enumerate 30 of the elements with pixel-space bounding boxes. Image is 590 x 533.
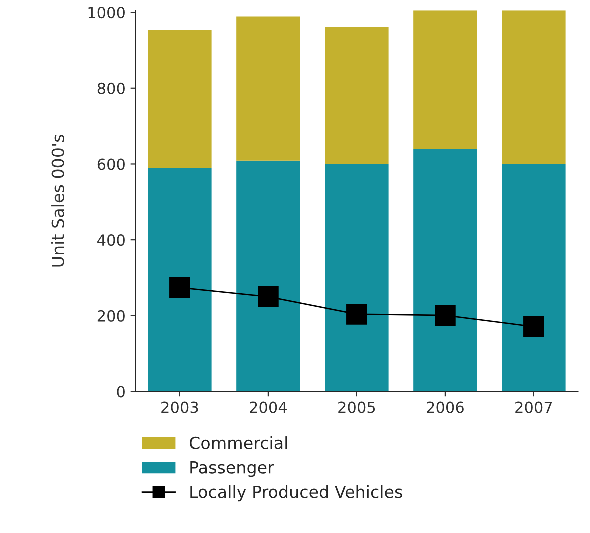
bar [236, 16, 300, 161]
point [346, 304, 368, 325]
y-tick-label: 1000 [88, 7, 125, 19]
point [258, 286, 279, 308]
point [170, 277, 190, 298]
y-tick-label: 200 [98, 310, 125, 322]
legend-label: Commercial [190, 436, 288, 450]
x-tick-label: 2004 [250, 402, 288, 414]
bar [502, 10, 566, 164]
bar [502, 164, 566, 392]
y-tick-label: 400 [98, 234, 125, 246]
legend-label: Passenger [190, 462, 274, 478]
bar [236, 160, 300, 392]
x-tick-label: 2007 [516, 402, 552, 414]
x-tick-label: 2005 [338, 402, 376, 414]
x-tick-label: 2006 [427, 402, 464, 414]
y-axis-title: Unit Sales 000's [52, 135, 64, 267]
y-tick-label: 0 [117, 386, 125, 398]
y-tick-label: 600 [98, 158, 125, 170]
bar [414, 149, 478, 392]
bar [148, 168, 212, 392]
point [524, 316, 544, 338]
bar [325, 27, 389, 164]
bar [148, 30, 212, 168]
x-tick-label: 2003 [162, 402, 198, 414]
bar [414, 10, 478, 150]
y-tick-label: 800 [98, 82, 125, 94]
bar [325, 164, 389, 392]
point [435, 305, 456, 326]
legend-label: Locally Produced Vehicles [190, 485, 402, 502]
